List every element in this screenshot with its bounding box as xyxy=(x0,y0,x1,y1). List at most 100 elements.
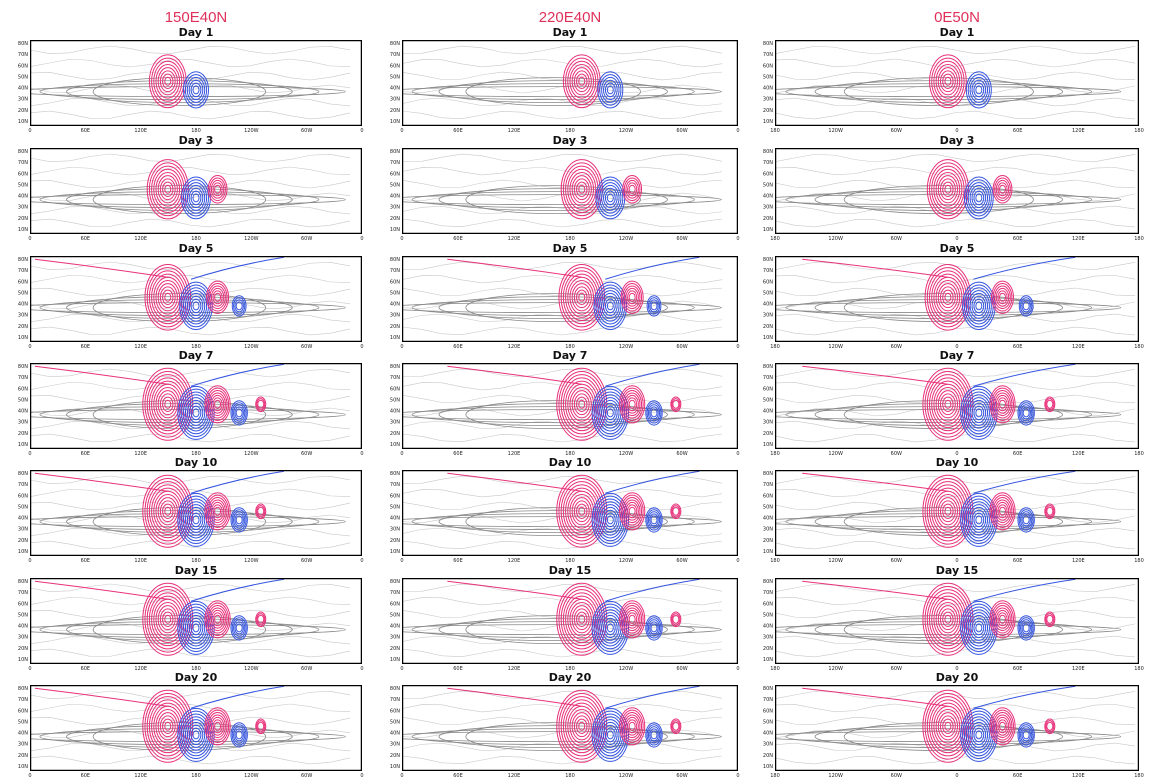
y-tick-label: 20N xyxy=(763,753,773,759)
y-tick-label: 40N xyxy=(390,86,400,92)
y-tick-label: 20N xyxy=(390,753,400,759)
y-tick-label: 40N xyxy=(390,731,400,737)
x-tick-label: 120W xyxy=(619,344,634,350)
x-tick-label: 180 xyxy=(1134,236,1144,242)
y-tick-label: 10N xyxy=(18,657,28,663)
y-tick-label: 20N xyxy=(763,216,773,222)
x-tick-label: 60W xyxy=(676,666,687,672)
x-tick-label: 60W xyxy=(676,128,687,134)
y-tick-label: 40N xyxy=(763,516,773,522)
y-tick-label: 70N xyxy=(390,482,400,488)
x-tick-label: 120E xyxy=(1072,451,1085,457)
map-panel xyxy=(757,148,1139,234)
y-tick-label: 70N xyxy=(18,160,28,166)
y-tick-label: 70N xyxy=(18,52,28,58)
y-tick-label: 40N xyxy=(763,302,773,308)
y-tick-label: 80N xyxy=(763,149,773,155)
panel-title: Day 7 xyxy=(179,349,214,362)
x-tick-label: 0 xyxy=(400,666,403,672)
y-tick-label: 60N xyxy=(18,601,28,607)
x-tick-label: 60E xyxy=(1013,666,1023,672)
x-tick-label: 60E xyxy=(453,558,463,564)
x-tick-label: 0 xyxy=(28,773,31,779)
y-tick-label: 10N xyxy=(390,119,400,125)
y-tick-label: 60N xyxy=(763,279,773,285)
y-tick-label: 80N xyxy=(18,149,28,155)
x-tick-label: 0 xyxy=(360,773,363,779)
x-tick-label: 120W xyxy=(828,236,843,242)
x-tick-label: 120W xyxy=(828,666,843,672)
y-tick-label: 60N xyxy=(390,279,400,285)
x-tick-label: 60E xyxy=(453,236,463,242)
y-tick-label: 10N xyxy=(18,442,28,448)
y-tick-label: 30N xyxy=(763,205,773,211)
map-panel xyxy=(13,148,362,234)
y-tick-label: 30N xyxy=(390,313,400,319)
x-tick-label: 180 xyxy=(1134,558,1144,564)
x-tick-label: 180 xyxy=(1134,773,1144,779)
y-tick-label: 10N xyxy=(390,764,400,770)
y-tick-label: 70N xyxy=(763,482,773,488)
map-panel xyxy=(13,578,362,664)
x-tick-label: 60E xyxy=(81,558,91,564)
x-tick-label: 120W xyxy=(244,344,259,350)
map-panel xyxy=(13,40,362,126)
y-tick-label: 30N xyxy=(390,205,400,211)
x-tick-label: 60W xyxy=(301,773,312,779)
x-tick-label: 0 xyxy=(400,558,403,564)
x-tick-label: 60W xyxy=(891,666,902,672)
x-tick-label: 120W xyxy=(828,128,843,134)
y-tick-label: 40N xyxy=(763,86,773,92)
y-tick-label: 50N xyxy=(390,290,400,296)
y-tick-label: 20N xyxy=(18,646,28,652)
x-tick-label: 60E xyxy=(1013,773,1023,779)
column-title: 0E50N xyxy=(934,9,980,26)
x-tick-label: 60E xyxy=(453,344,463,350)
y-tick-label: 20N xyxy=(18,108,28,114)
y-tick-label: 30N xyxy=(763,635,773,641)
y-tick-label: 80N xyxy=(18,364,28,370)
x-tick-label: 60E xyxy=(81,128,91,134)
x-tick-label: 120W xyxy=(828,344,843,350)
y-tick-label: 80N xyxy=(18,41,28,47)
y-tick-label: 30N xyxy=(390,742,400,748)
map-panel xyxy=(385,40,738,126)
y-tick-label: 50N xyxy=(390,612,400,618)
x-tick-label: 0 xyxy=(28,666,31,672)
y-tick-label: 20N xyxy=(763,646,773,652)
y-tick-label: 50N xyxy=(763,290,773,296)
x-tick-label: 120E xyxy=(508,773,521,779)
panel-title: Day 3 xyxy=(553,134,588,147)
y-tick-label: 30N xyxy=(18,635,28,641)
x-tick-label: 60W xyxy=(891,558,902,564)
x-tick-label: 120E xyxy=(1072,773,1085,779)
x-tick-label: 0 xyxy=(28,558,31,564)
y-tick-label: 30N xyxy=(18,313,28,319)
y-tick-label: 10N xyxy=(763,549,773,555)
y-tick-label: 80N xyxy=(390,686,400,692)
panel-title: Day 5 xyxy=(940,242,975,255)
y-tick-label: 70N xyxy=(390,375,400,381)
y-tick-label: 10N xyxy=(18,227,28,233)
x-tick-label: 180 xyxy=(1134,344,1144,350)
y-tick-label: 20N xyxy=(18,216,28,222)
y-tick-label: 80N xyxy=(390,471,400,477)
map-panel xyxy=(13,256,362,342)
x-tick-label: 60W xyxy=(891,128,902,134)
x-tick-label: 60E xyxy=(81,666,91,672)
y-tick-label: 40N xyxy=(18,194,28,200)
x-tick-label: 0 xyxy=(360,558,363,564)
x-tick-label: 120W xyxy=(828,558,843,564)
y-tick-label: 10N xyxy=(390,442,400,448)
x-tick-label: 0 xyxy=(736,236,739,242)
y-tick-label: 50N xyxy=(763,182,773,188)
y-tick-label: 30N xyxy=(390,420,400,426)
x-tick-label: 120E xyxy=(508,128,521,134)
y-tick-label: 10N xyxy=(390,549,400,555)
y-tick-label: 20N xyxy=(390,324,400,330)
panel-title: Day 20 xyxy=(936,671,979,684)
y-tick-label: 40N xyxy=(390,194,400,200)
y-tick-label: 10N xyxy=(18,764,28,770)
y-tick-label: 60N xyxy=(390,171,400,177)
y-tick-label: 70N xyxy=(390,52,400,58)
